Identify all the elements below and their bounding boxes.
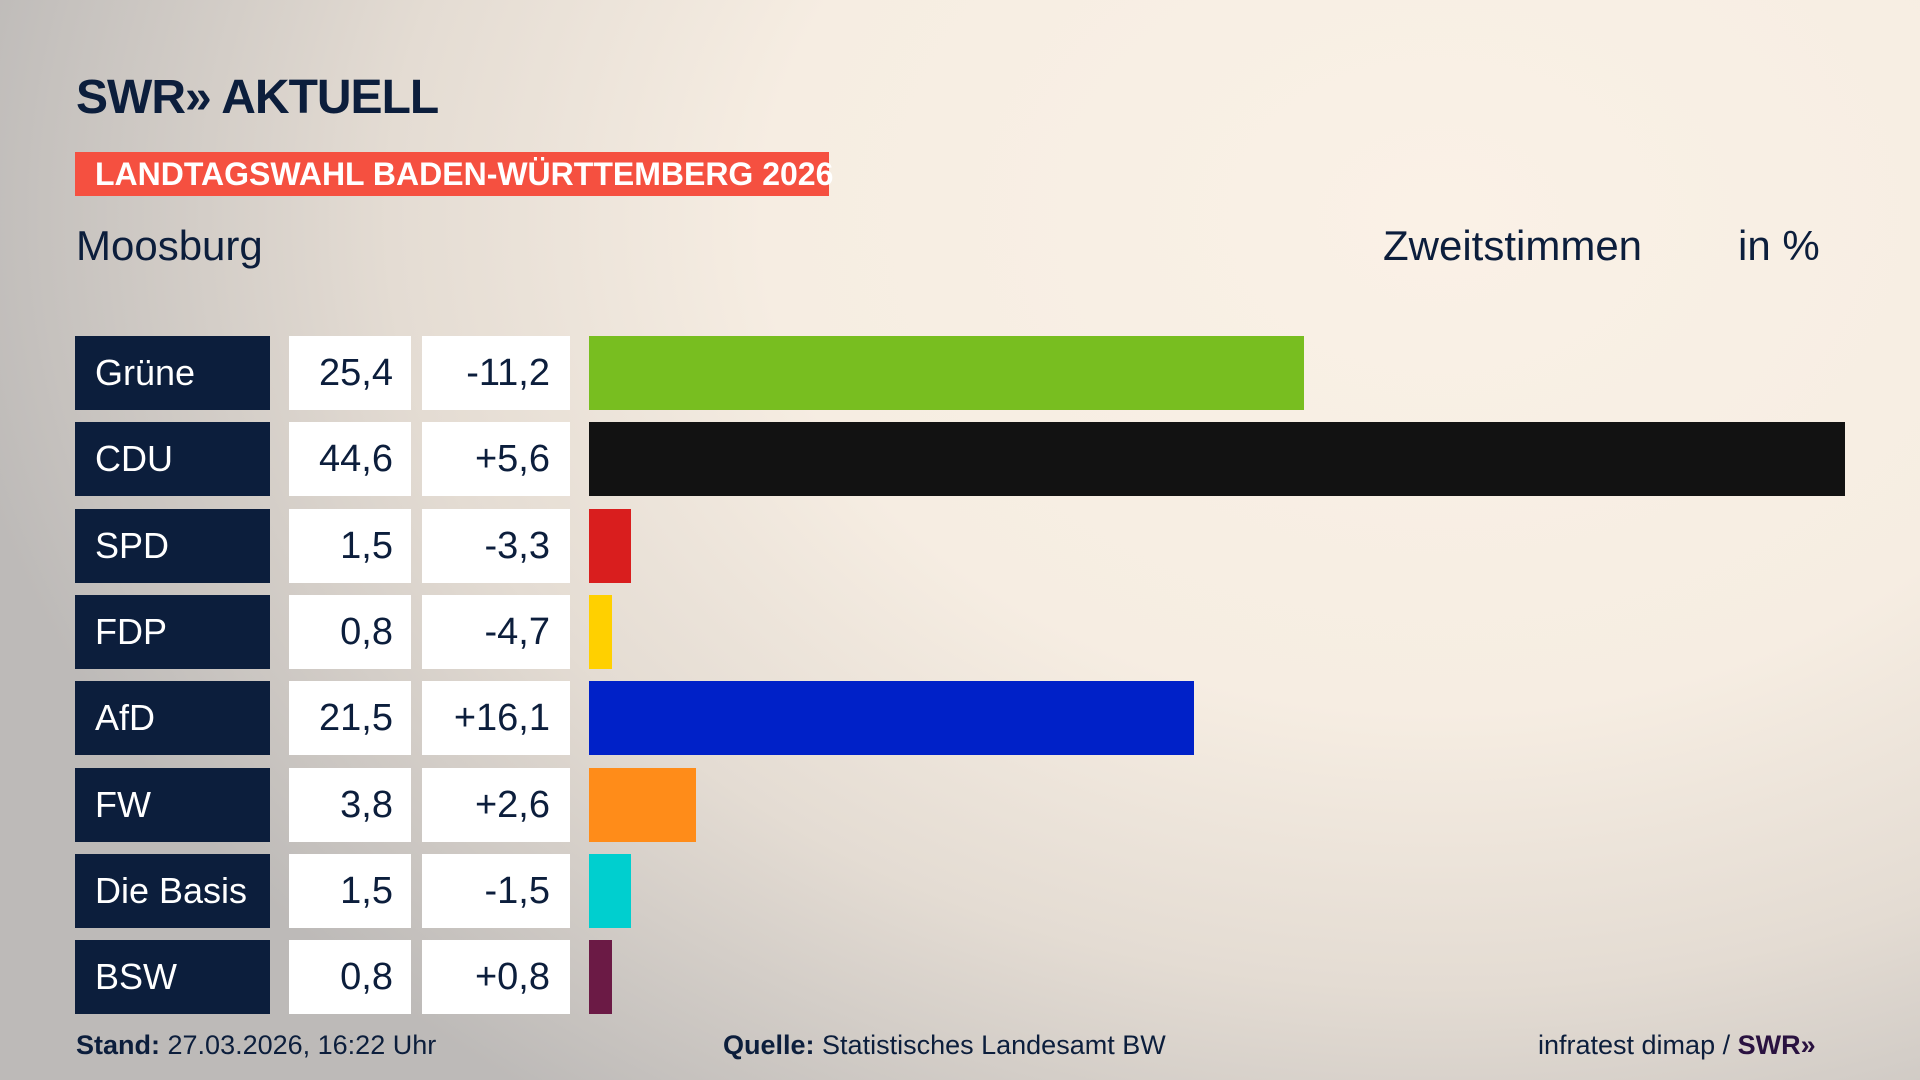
party-label: Grüne [75,336,270,410]
bar [589,508,632,583]
source-label: Quelle: [723,1030,815,1060]
value-label: 25,4 [289,336,411,410]
diff-label: -4,7 [422,594,570,669]
result-row: Grüne 25,4 -11,2 [0,336,1920,410]
election-banner: LANDTAGSWAHL BADEN-WÜRTTEMBERG 2026 [75,152,833,196]
party-label: Die Basis [75,853,270,928]
unit-label: in % [1738,222,1820,269]
credit-text: infratest dimap / [1538,1030,1731,1060]
value-label: 21,5 [289,681,411,756]
value-label: 1,5 [289,853,411,928]
result-row: BSW 0,8 +0,8 [0,940,1920,1015]
party-label: CDU [75,422,270,497]
result-row: CDU 44,6 +5,6 [0,422,1920,497]
bar [589,853,632,928]
diff-label: +2,6 [422,767,570,842]
metric-label: Zweitstimmen [1383,222,1643,269]
value-label: 44,6 [289,422,411,497]
bar [589,767,696,842]
footer-credit: infratest dimap / SWR» [1538,1030,1816,1061]
swr-aktuell-logo: SWR» AKTUELL [76,71,439,124]
footer-stand: Stand: 27.03.2026, 16:22 Uhr [76,1030,436,1061]
source-value: Statistisches Landesamt BW [822,1030,1166,1060]
bar [589,594,612,669]
party-label: FDP [75,594,270,669]
diff-label: +0,8 [422,940,570,1015]
diff-label: +5,6 [422,422,570,497]
stand-value: 27.03.2026, 16:22 Uhr [167,1030,437,1060]
value-label: 3,8 [289,767,411,842]
value-label: 0,8 [289,940,411,1015]
result-row: FDP 0,8 -4,7 [0,594,1920,669]
bar [589,940,612,1015]
place-title: Moosburg [76,222,263,269]
diff-label: -3,3 [422,508,570,583]
bar [589,422,1845,497]
value-label: 1,5 [289,508,411,583]
stand-label: Stand: [76,1030,160,1060]
diff-label: +16,1 [422,681,570,756]
party-label: AfD [75,681,270,756]
footer-source: Quelle: Statistisches Landesamt BW [723,1030,1166,1061]
diff-label: -1,5 [422,853,570,928]
result-row: Die Basis 1,5 -1,5 [0,853,1920,928]
result-row: SPD 1,5 -3,3 [0,508,1920,583]
result-row: AfD 21,5 +16,1 [0,681,1920,756]
bar [589,336,1305,410]
party-label: BSW [75,940,270,1015]
value-label: 0,8 [289,594,411,669]
result-row: FW 3,8 +2,6 [0,767,1920,842]
party-label: FW [75,767,270,842]
bar [589,681,1195,756]
party-label: SPD [75,508,270,583]
diff-label: -11,2 [422,336,570,410]
swr-small-logo: SWR» [1737,1030,1816,1060]
